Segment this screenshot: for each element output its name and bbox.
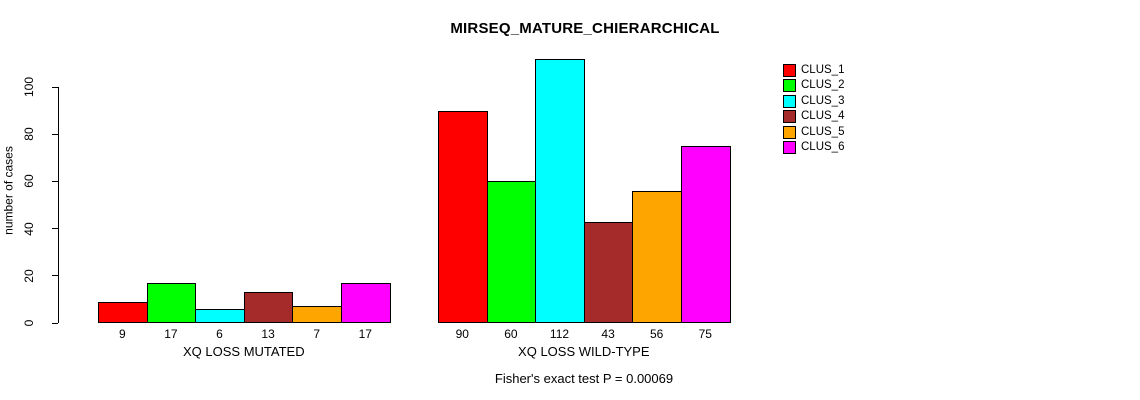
bar-clus_4 bbox=[583, 221, 634, 323]
bar-value-label: 90 bbox=[455, 327, 469, 341]
bar-value-label: 43 bbox=[601, 327, 615, 341]
y-tick-label: 40 bbox=[22, 221, 36, 236]
y-axis-line bbox=[58, 87, 59, 323]
y-tick-label: 100 bbox=[22, 76, 36, 98]
y-tick-mark bbox=[52, 86, 58, 88]
legend-swatch-clus_6 bbox=[783, 141, 796, 154]
y-tick-mark bbox=[52, 180, 58, 182]
bar-clus_3 bbox=[535, 58, 585, 323]
bar-clus_2 bbox=[486, 181, 537, 323]
y-tick-label: 0 bbox=[22, 319, 36, 327]
legend-label-clus_5: CLUS_5 bbox=[801, 125, 845, 138]
bar-value-label: 112 bbox=[549, 327, 570, 341]
bar-clus_1 bbox=[438, 110, 488, 323]
bar-value-label: 7 bbox=[313, 327, 321, 341]
y-tick-mark bbox=[52, 133, 58, 135]
legend-swatch-clus_4 bbox=[783, 110, 796, 124]
bar-clus_3 bbox=[195, 308, 245, 323]
bar-value-label: 9 bbox=[118, 327, 126, 341]
x-group-label: XQ LOSS WILD-TYPE bbox=[518, 344, 650, 359]
bar-value-label: 17 bbox=[358, 327, 372, 341]
y-tick-label: 20 bbox=[22, 269, 36, 283]
chart-title: MIRSEQ_MATURE_CHIERARCHICAL bbox=[450, 20, 720, 37]
legend-label-clus_1: CLUS_1 bbox=[801, 64, 845, 76]
bar-clus_2 bbox=[146, 282, 197, 323]
bar-clus_6 bbox=[341, 282, 391, 323]
y-tick-mark bbox=[52, 228, 58, 230]
bar-value-label: 60 bbox=[504, 327, 518, 341]
legend-swatch-clus_1 bbox=[783, 64, 796, 77]
y-tick-mark bbox=[52, 322, 58, 324]
bar-value-label: 6 bbox=[216, 327, 223, 341]
y-tick-label: 80 bbox=[22, 127, 36, 141]
legend-swatch-clus_3 bbox=[783, 94, 796, 108]
legend-label-clus_3: CLUS_3 bbox=[801, 94, 845, 107]
bar-value-label: 56 bbox=[650, 327, 664, 341]
bar-value-label: 75 bbox=[698, 327, 712, 341]
fisher-test-caption: Fisher's exact test P = 0.00069 bbox=[494, 371, 674, 386]
bar-clus_5 bbox=[632, 190, 682, 323]
y-tick-mark bbox=[52, 275, 58, 277]
legend-label-clus_4: CLUS_4 bbox=[801, 110, 845, 123]
bar-value-label: 17 bbox=[164, 327, 178, 341]
legend-label-clus_2: CLUS_2 bbox=[801, 79, 845, 92]
bar-clus_1 bbox=[98, 301, 148, 323]
legend-label-clus_6: CLUS_6 bbox=[801, 141, 845, 153]
bar-clus_4 bbox=[243, 292, 294, 323]
legend-swatch-clus_5 bbox=[783, 125, 796, 139]
bar-clus_6 bbox=[681, 146, 731, 323]
x-group-label: XQ LOSS MUTATED bbox=[183, 344, 305, 359]
legend-swatch-clus_2 bbox=[783, 79, 796, 93]
y-tick-label: 60 bbox=[22, 174, 36, 189]
y-axis-label: number of cases bbox=[1, 146, 16, 235]
bar-value-label: 13 bbox=[261, 327, 275, 341]
bar-clus_5 bbox=[292, 306, 342, 323]
